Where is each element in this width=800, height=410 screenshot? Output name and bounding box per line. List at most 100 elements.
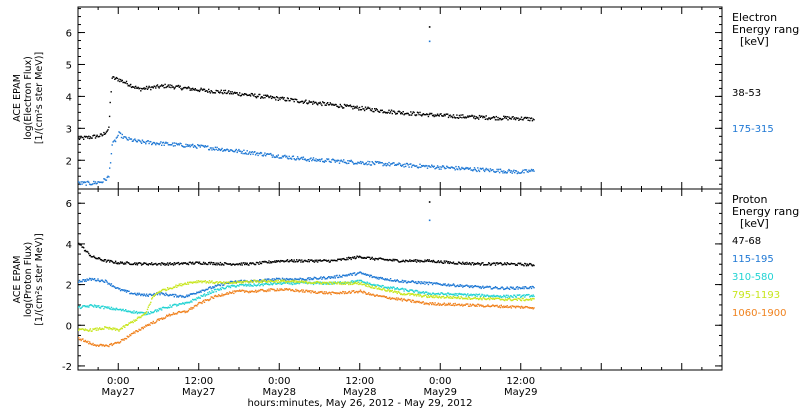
proton-point [256, 284, 258, 286]
electron-point [121, 133, 123, 136]
proton-point [263, 290, 265, 293]
proton-point [160, 307, 162, 310]
proton-point [290, 289, 292, 292]
electron-point [171, 86, 174, 88]
proton-point [296, 280, 298, 282]
proton-point [368, 256, 370, 258]
proton-point [532, 286, 534, 288]
proton-point [135, 319, 137, 321]
proton-point [419, 293, 421, 296]
proton-point [409, 299, 411, 301]
proton-point [478, 298, 481, 300]
electron-point [166, 86, 168, 88]
electron-point [296, 156, 299, 158]
proton-point [419, 302, 421, 304]
electron-point [189, 146, 191, 148]
proton-point [161, 289, 163, 292]
proton-point [157, 263, 160, 265]
proton-point [182, 302, 184, 304]
proton-point [146, 263, 149, 266]
proton-point [378, 287, 380, 289]
proton-point [449, 261, 451, 263]
electron-point [82, 136, 84, 139]
proton-point [339, 291, 341, 294]
proton-point [127, 290, 129, 292]
electron-point [112, 76, 114, 78]
proton-point [246, 290, 248, 293]
proton-point [115, 262, 118, 264]
proton-point [478, 293, 481, 295]
electron-point [363, 163, 366, 166]
proton-point [408, 290, 410, 292]
proton-point [384, 289, 386, 291]
proton-point [482, 262, 484, 264]
electron-point [94, 137, 97, 139]
proton-point [321, 281, 323, 284]
proton-point [186, 263, 188, 265]
proton-point [187, 309, 190, 312]
proton-point [366, 283, 368, 285]
proton-point [405, 299, 407, 301]
proton-point [415, 300, 418, 303]
proton-point [194, 281, 196, 283]
proton-point [426, 293, 429, 295]
proton-point [144, 294, 146, 296]
proton-point [323, 276, 326, 279]
proton-series-1060-1900 [78, 288, 535, 348]
electron-point [100, 181, 102, 183]
electron-point [268, 96, 270, 99]
proton-point [214, 264, 217, 266]
proton-point [123, 289, 125, 291]
electron-point [214, 92, 217, 94]
electron-point [321, 158, 323, 160]
proton-point [263, 283, 265, 285]
proton-legend-title-line: Proton [732, 193, 767, 206]
proton-point [312, 260, 314, 262]
electron-point [318, 158, 321, 161]
proton-point [402, 259, 404, 262]
proton-point [359, 256, 362, 258]
proton-point [161, 292, 163, 294]
electron-ytick-label: 6 [66, 29, 72, 40]
electron-point [436, 113, 439, 115]
proton-point [413, 281, 415, 283]
proton-point [171, 293, 174, 296]
proton-point [285, 260, 287, 263]
proton-point [238, 281, 240, 283]
electron-point [135, 140, 138, 143]
electron-point [291, 98, 294, 101]
electron-point [234, 149, 237, 152]
proton-point [317, 292, 319, 294]
proton-point [112, 307, 114, 310]
proton-point [407, 292, 409, 295]
proton-point [460, 295, 462, 298]
electron-point [327, 158, 330, 160]
proton-point [222, 287, 224, 289]
proton-point [130, 334, 132, 337]
proton-point [351, 280, 353, 282]
proton-point [381, 289, 383, 291]
proton-point [235, 263, 237, 265]
electron-point [419, 111, 421, 114]
electron-point [88, 183, 91, 185]
proton-point [443, 297, 445, 299]
proton-point [312, 260, 315, 262]
proton-point [268, 278, 270, 280]
proton-point [130, 321, 132, 323]
proton-point [282, 282, 284, 284]
proton-point [176, 262, 178, 265]
proton-point [384, 290, 387, 292]
proton-point [278, 289, 280, 292]
proton-point [274, 280, 276, 283]
proton-point [348, 290, 351, 293]
proton-point [506, 262, 508, 264]
proton-point [282, 289, 284, 291]
proton-point [508, 306, 510, 308]
electron-point [488, 117, 491, 119]
electron-point [374, 108, 376, 110]
xtick-date-label: May28 [263, 387, 296, 398]
proton-point [430, 293, 432, 296]
electron-point [149, 86, 151, 89]
electron-legend-title-line: Electron [732, 11, 777, 24]
